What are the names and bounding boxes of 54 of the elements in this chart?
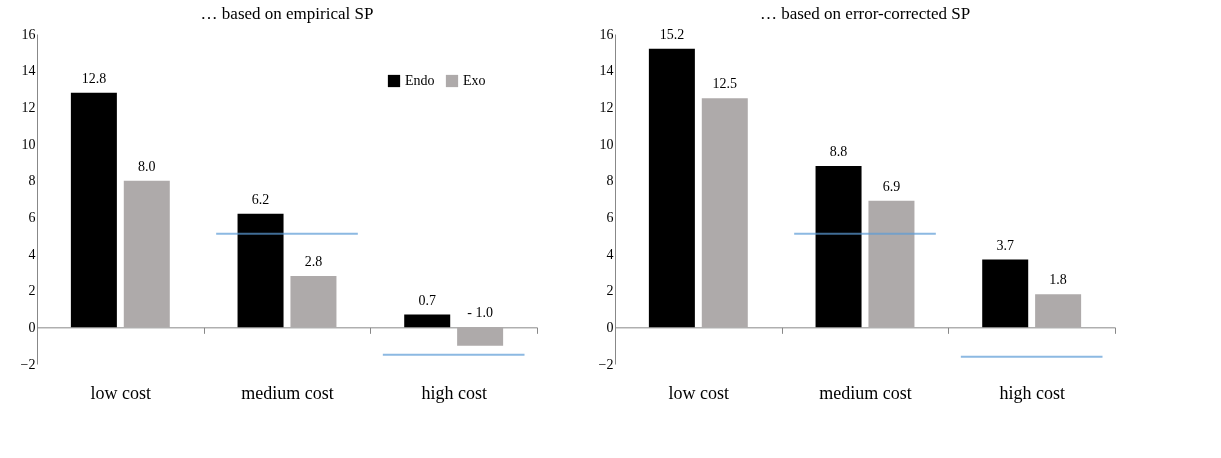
y-tick-label: 14 <box>21 63 36 79</box>
data-label: 12.8 <box>81 70 107 86</box>
x-tick-label: high cost <box>421 382 487 403</box>
data-label: 12.5 <box>712 76 738 92</box>
data-label: 1.8 <box>1049 272 1067 288</box>
bar <box>701 98 748 328</box>
data-label: 15.2 <box>659 26 685 42</box>
y-tick-label: 4 <box>28 246 36 262</box>
x-tick-label: low cost <box>668 382 730 403</box>
bar <box>290 276 337 328</box>
legend-label: Exo <box>463 73 486 88</box>
y-tick-label: 6 <box>606 209 614 225</box>
bar <box>70 92 117 328</box>
x-tick-label: low cost <box>90 382 152 403</box>
bar <box>648 48 695 328</box>
y-tick-label: 0 <box>28 319 36 335</box>
data-label: 8.8 <box>829 144 848 159</box>
y-tick-label: 6 <box>28 209 36 225</box>
y-tick-label: 2 <box>28 283 36 299</box>
data-label: 3.7 <box>996 237 1014 253</box>
bar <box>815 166 862 328</box>
data-label: 6.2 <box>251 191 270 207</box>
x-tick-label: medium cost <box>241 382 334 403</box>
y-tick-label: 10 <box>21 136 36 152</box>
data-label: 8.0 <box>138 158 156 174</box>
bar <box>457 327 504 346</box>
data-label: 0.7 <box>418 292 436 308</box>
y-tick-label: 8 <box>606 173 614 189</box>
y-tick-label: 12 <box>599 99 614 115</box>
y-tick-label: 2 <box>606 283 614 299</box>
chart-title: … based on empirical SP <box>200 4 374 23</box>
x-tick-label: high cost <box>999 382 1065 403</box>
y-tick-label: 16 <box>21 26 36 42</box>
bar <box>123 180 170 328</box>
y-tick-label: 12 <box>21 99 36 115</box>
legend-label: Endo <box>405 73 435 88</box>
bar <box>868 200 915 328</box>
data-label: - 1.0 <box>467 305 493 321</box>
y-tick-label: 4 <box>606 246 614 262</box>
chart-title: … based on error-corrected SP <box>759 4 971 23</box>
data-label: 2.8 <box>304 254 323 269</box>
y-tick-label: 16 <box>599 26 614 42</box>
bar <box>1035 294 1082 328</box>
y-tick-label: 8 <box>28 173 36 189</box>
data-label: 6.9 <box>882 178 901 194</box>
x-tick-label: medium cost <box>819 382 912 403</box>
y-tick-label: −2 <box>598 356 614 372</box>
y-tick-label: 14 <box>599 63 614 79</box>
y-tick-label: 10 <box>599 136 614 152</box>
bar <box>237 213 284 328</box>
y-tick-label: 0 <box>606 319 614 335</box>
bar <box>982 259 1029 328</box>
bar <box>404 314 451 328</box>
y-tick-label: −2 <box>20 356 36 372</box>
